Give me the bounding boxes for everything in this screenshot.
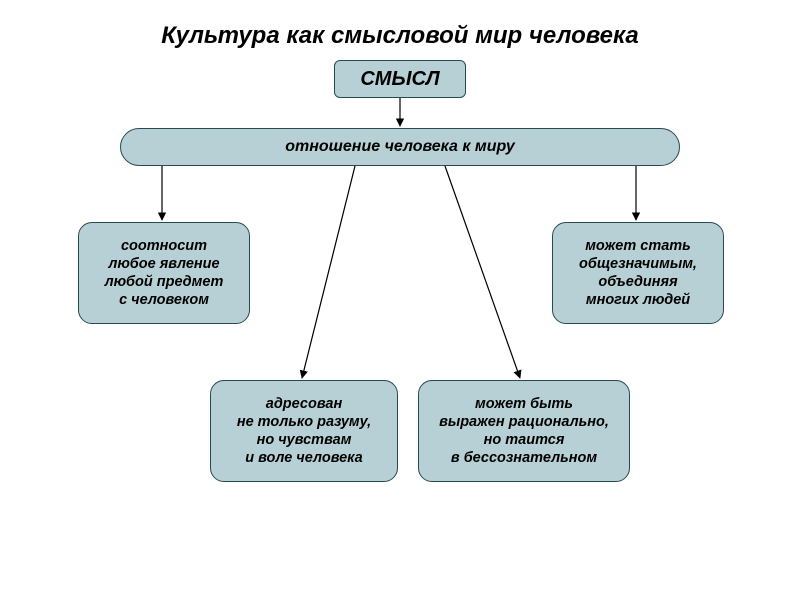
leaf-line: но чувствам [257,431,352,449]
node-leaf-1: соотносит любое явление любой предмет с … [78,222,250,324]
node-meaning-label: СМЫСЛ [360,67,439,92]
node-relation-label: отношение человека к миру [285,137,515,157]
node-relation: отношение человека к миру [120,128,680,166]
leaf-line: любой предмет [105,273,224,291]
edge [445,166,520,378]
leaf-line: может стать [585,237,691,255]
leaf-line: с человеком [119,291,209,309]
leaf-line: не только разуму, [237,413,371,431]
edge [302,166,355,378]
leaf-line: соотносит [121,237,207,255]
node-meaning: СМЫСЛ [334,60,466,98]
page-title: Культура как смысловой мир человека [0,22,800,50]
leaf-line: может быть [475,395,573,413]
node-leaf-2: адресован не только разуму, но чувствам … [210,380,398,482]
leaf-line: но таится [484,431,565,449]
leaf-line: многих людей [586,291,690,309]
leaf-line: выражен рационально, [439,413,609,431]
leaf-line: в бессознательном [451,449,597,467]
leaf-line: любое явление [108,255,219,273]
leaf-line: объединяя [598,273,677,291]
leaf-line: адресован [266,395,342,413]
node-leaf-3: может быть выражен рационально, но таитс… [418,380,630,482]
node-leaf-4: может стать общезначимым, объединяя мног… [552,222,724,324]
leaf-line: общезначимым, [579,255,697,273]
leaf-line: и воле человека [245,449,363,467]
